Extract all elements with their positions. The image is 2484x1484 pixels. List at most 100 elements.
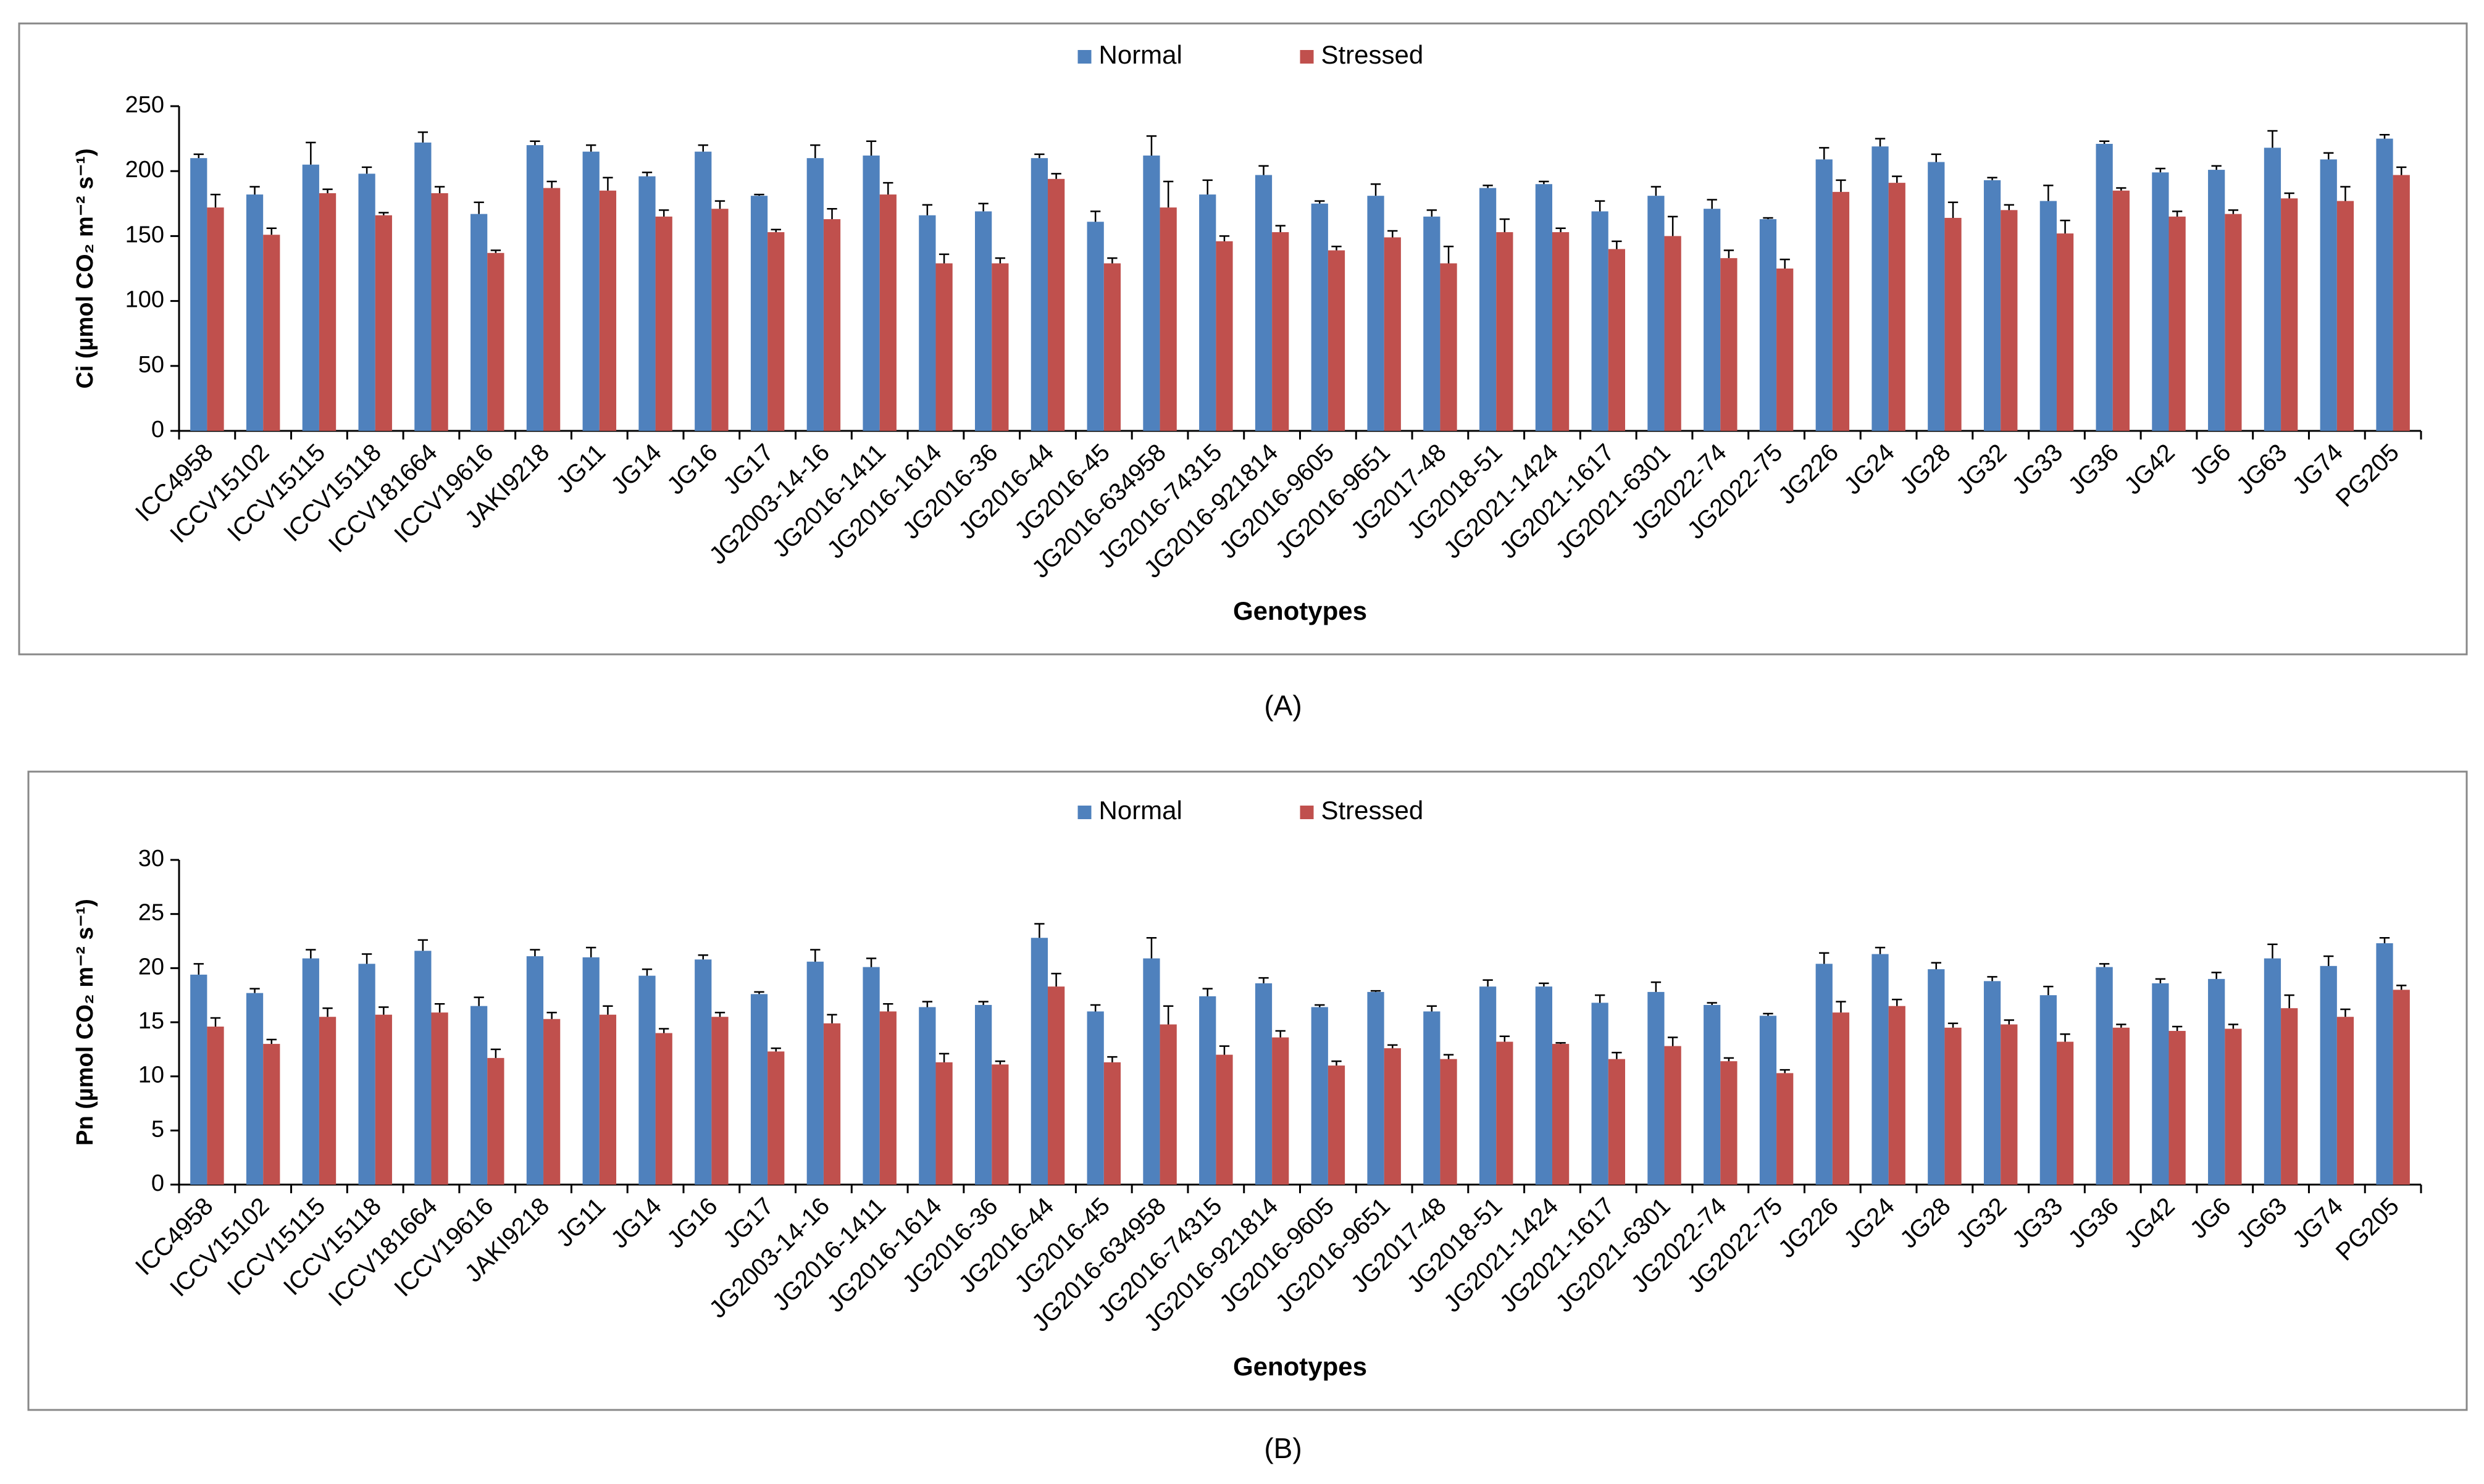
error-bar [1146, 936, 1157, 959]
error-bar [698, 954, 708, 960]
error-bar [922, 1001, 933, 1007]
bar [1479, 986, 1497, 1185]
bar [1664, 236, 1681, 431]
bar [1776, 1073, 1794, 1185]
bar [1759, 219, 1777, 431]
error-bar [1555, 227, 1566, 233]
y-tick-label: 150 [125, 222, 164, 248]
bar [1720, 1061, 1738, 1185]
bar [2039, 201, 2057, 431]
error-bar [1612, 1051, 1622, 1059]
error-bar [1931, 153, 1941, 162]
error-bar [1650, 981, 1662, 992]
bar [431, 1012, 448, 1185]
bar [1591, 211, 1608, 431]
error-bar [1331, 245, 1342, 251]
bar [1087, 222, 1104, 431]
bar [767, 232, 785, 431]
bar [1048, 178, 1065, 431]
error-bar [1202, 988, 1213, 996]
bar [414, 142, 432, 431]
bar [319, 1017, 337, 1185]
error-bar [266, 1038, 277, 1044]
bar [2056, 233, 2074, 431]
bar [1871, 146, 1889, 431]
error-bar [1315, 200, 1325, 204]
bar [2208, 978, 2225, 1185]
bar [263, 1044, 280, 1185]
bar [2320, 965, 2337, 1185]
error-bar [490, 1048, 501, 1058]
bar [358, 173, 375, 431]
error-bar [546, 180, 557, 188]
legend-swatch [1077, 806, 1092, 819]
bar [1440, 263, 1457, 431]
bar [207, 207, 224, 431]
bar [919, 1007, 936, 1185]
error-bar [771, 1047, 781, 1052]
legend-label: Normal [1099, 796, 1182, 825]
bar [375, 215, 392, 431]
y-tick-label: 50 [138, 352, 164, 378]
bar [1928, 969, 1945, 1185]
error-bar [2379, 134, 2390, 139]
error-bar [810, 949, 821, 962]
bar [2281, 1008, 2298, 1185]
bar [1384, 1048, 1401, 1185]
bar [1776, 269, 1794, 431]
error-bar [754, 991, 764, 994]
y-tick-label: 100 [125, 287, 164, 313]
bar [1552, 1044, 1570, 1185]
bar [655, 216, 672, 431]
y-tick-label: 25 [138, 900, 164, 926]
error-bar [1370, 183, 1381, 196]
error-bar [642, 172, 653, 177]
error-bar [978, 1001, 989, 1005]
error-bar [2323, 955, 2334, 966]
panel-frame [18, 22, 2468, 656]
error-bar [2155, 167, 2166, 173]
bar [1048, 986, 1065, 1185]
bar [2393, 990, 2410, 1185]
error-bar [1258, 165, 1269, 175]
bar [935, 1062, 953, 1185]
bar [695, 959, 712, 1185]
error-bar [603, 1005, 613, 1015]
error-bar [1987, 177, 1997, 180]
bar [582, 957, 600, 1185]
error-bar [1594, 200, 1605, 212]
bar [1216, 241, 1233, 431]
bar [1031, 938, 1048, 1185]
error-bar [378, 1006, 389, 1015]
error-bar [1779, 259, 1790, 269]
error-bar [827, 1014, 837, 1023]
error-bar [1987, 976, 1997, 982]
bar [1552, 232, 1570, 431]
error-bar [474, 201, 484, 214]
error-bar [1387, 1044, 1398, 1049]
error-bar [603, 177, 613, 191]
error-bar [1499, 218, 1510, 233]
legend-swatch [1300, 806, 1314, 819]
bar [2152, 983, 2169, 1185]
bar [1496, 232, 1513, 431]
bar [599, 1014, 617, 1185]
bar [879, 194, 897, 431]
error-bar [306, 141, 316, 165]
bar [246, 993, 264, 1185]
error-bar [1370, 990, 1381, 992]
error-bar [1594, 994, 1605, 1003]
bar [806, 961, 824, 1185]
bar [806, 158, 824, 431]
y-tick-label: 0 [151, 417, 164, 443]
error-bar [1387, 230, 1398, 238]
bar [992, 1064, 1009, 1185]
error-bar [2172, 211, 2183, 217]
error-bar [2060, 219, 2070, 234]
error-bar [1539, 982, 1549, 987]
error-bar [1275, 225, 1286, 233]
error-bar [1275, 1030, 1286, 1038]
bar [1143, 958, 1160, 1185]
bar [487, 252, 504, 431]
bar [2336, 201, 2354, 431]
